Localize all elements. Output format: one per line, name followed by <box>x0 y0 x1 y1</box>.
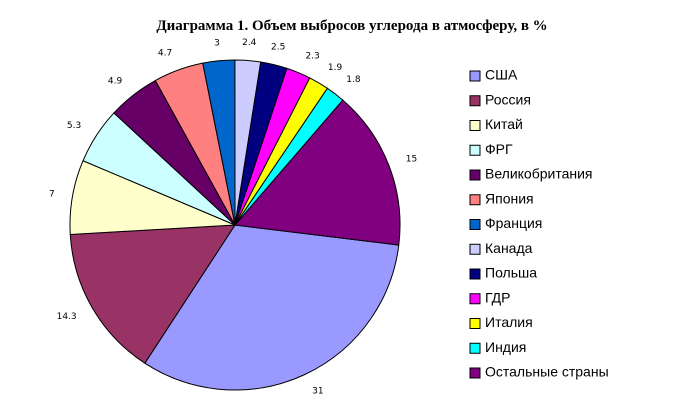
data-label: 1.9 <box>328 63 343 73</box>
legend-swatch <box>469 293 481 305</box>
legend-label: Франция <box>485 215 542 231</box>
legend-swatch <box>469 194 481 206</box>
legend-swatch <box>469 144 481 156</box>
data-label: 31 <box>312 386 323 396</box>
data-label: 2.5 <box>271 43 285 53</box>
legend-swatch <box>469 243 481 255</box>
data-label: 14.3 <box>57 312 77 322</box>
legend-label: ФРГ <box>485 141 513 157</box>
pie-slice <box>234 99 401 246</box>
legend-swatch <box>469 70 481 82</box>
legend-label: ГДР <box>485 289 510 305</box>
legend-swatch <box>469 367 481 379</box>
legend-swatch <box>469 318 481 329</box>
legend-swatch <box>469 169 481 181</box>
legend-label: Россия <box>485 91 531 107</box>
legend-label: Польша <box>485 265 537 281</box>
data-label: 15 <box>406 155 417 165</box>
data-label: 4.9 <box>108 76 123 86</box>
pie-slice <box>69 224 236 364</box>
chart-title: Диаграмма 1. Объем выбросов углерода в а… <box>156 18 547 34</box>
data-label: 4.7 <box>158 49 172 59</box>
data-label: 2.3 <box>305 52 319 62</box>
data-label: 3 <box>214 38 220 48</box>
legend-label: Китай <box>485 116 523 132</box>
data-label: 1.8 <box>346 75 361 85</box>
data-label: 7 <box>49 189 55 199</box>
legend-label: Япония <box>485 190 534 206</box>
legend-swatch <box>469 219 481 230</box>
legend-swatch <box>469 268 481 280</box>
legend-label: Канада <box>485 240 533 256</box>
legend-label: Италия <box>485 314 533 330</box>
legend-label: Остальные страны <box>485 364 609 380</box>
legend-swatch <box>469 95 481 107</box>
legend-swatch <box>469 120 481 131</box>
data-label: 2.4 <box>242 38 257 48</box>
legend-label: Индия <box>485 339 526 355</box>
legend-label: Великобритания <box>485 166 593 182</box>
legend-label: США <box>485 67 518 83</box>
data-label: 5.3 <box>67 121 81 131</box>
legend-swatch <box>469 342 481 354</box>
